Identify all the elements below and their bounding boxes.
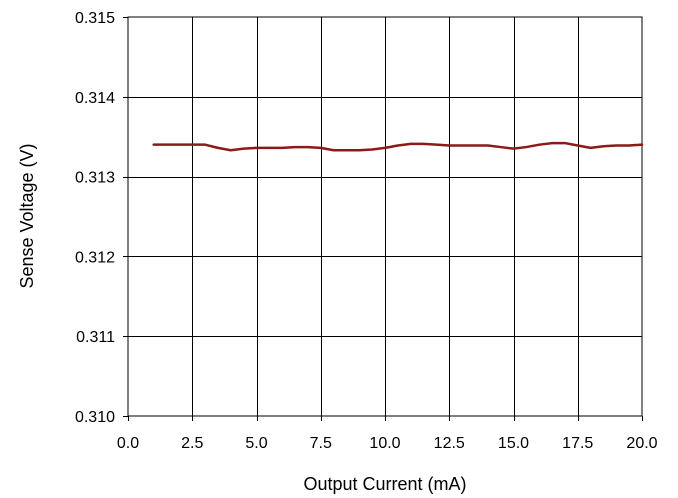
data-point-0-9 [294,146,296,148]
data-point-0-2 [204,143,206,146]
axis-ticks: 0.0 2.5 5.0 7.5 10.0 12.5 15.0 17.5 20.0 0.310 0.3… [75,10,658,452]
y-tick-label-4: 0.314 [75,90,115,107]
data-point-0-20 [435,143,438,146]
x-tick-label-4: 10.0 [369,435,400,452]
data-point-0-21 [448,144,451,147]
data-point-0-33 [602,145,605,148]
data-point-0-18 [409,143,412,145]
data-point-0-24 [487,144,489,147]
x-tick-label-1: 2.5 [181,435,203,452]
data-point-0-16 [384,147,386,149]
data-point-0-23 [474,144,476,147]
data-point-0-7 [268,147,271,149]
x-tick-label-8: 20.0 [626,435,657,452]
data-point-0-6 [255,147,258,149]
x-tick-label-2: 5.0 [245,435,267,452]
data-point-0-14 [358,149,361,152]
data-point-0-29 [551,142,553,144]
data-point-0-26 [512,147,515,150]
y-axis-title: Sense Voltage (V) [17,143,37,288]
data-point-0-3 [217,147,219,149]
data-point-0-27 [525,146,528,148]
grid [128,17,642,416]
data-point-0-12 [332,149,335,152]
data-point-0-31 [576,144,579,147]
data-point-0-19 [422,143,425,145]
x-tick-label-0: 0.0 [117,435,139,452]
y-tick-label-0: 0.310 [75,409,115,426]
data-point-0-5 [242,147,245,150]
data-point-0-0 [152,143,155,146]
x-tick-label-5: 12.5 [434,435,465,452]
data-point-0-8 [281,147,284,149]
data-point-0-17 [397,144,399,147]
x-tick-label-7: 17.5 [562,435,593,452]
data-point-0-28 [538,143,540,146]
data-point-0-34 [615,144,618,147]
data-point-0-35 [628,144,630,147]
y-tick-label-5: 0.315 [75,10,115,27]
data-point-0-11 [319,147,322,149]
data-point-0-22 [461,144,463,147]
data-point-0-15 [371,148,373,151]
data-point-0-25 [499,146,502,148]
data-point-0-13 [345,149,348,152]
x-axis-title: Output Current (mA) [303,474,466,494]
x-tick-label-3: 7.5 [310,435,332,452]
x-tick-label-6: 15.0 [498,435,529,452]
y-tick-label-2: 0.312 [75,249,115,266]
y-tick-label-3: 0.313 [75,170,115,187]
data-point-0-1 [178,143,181,146]
data-point-0-4 [230,149,232,152]
data-point-0-36 [641,143,643,146]
series-layer [152,141,644,152]
y-tick-label-1: 0.311 [76,329,115,346]
data-point-0-10 [307,146,309,148]
data-point-0-32 [589,147,592,149]
data-point-0-30 [564,142,566,144]
